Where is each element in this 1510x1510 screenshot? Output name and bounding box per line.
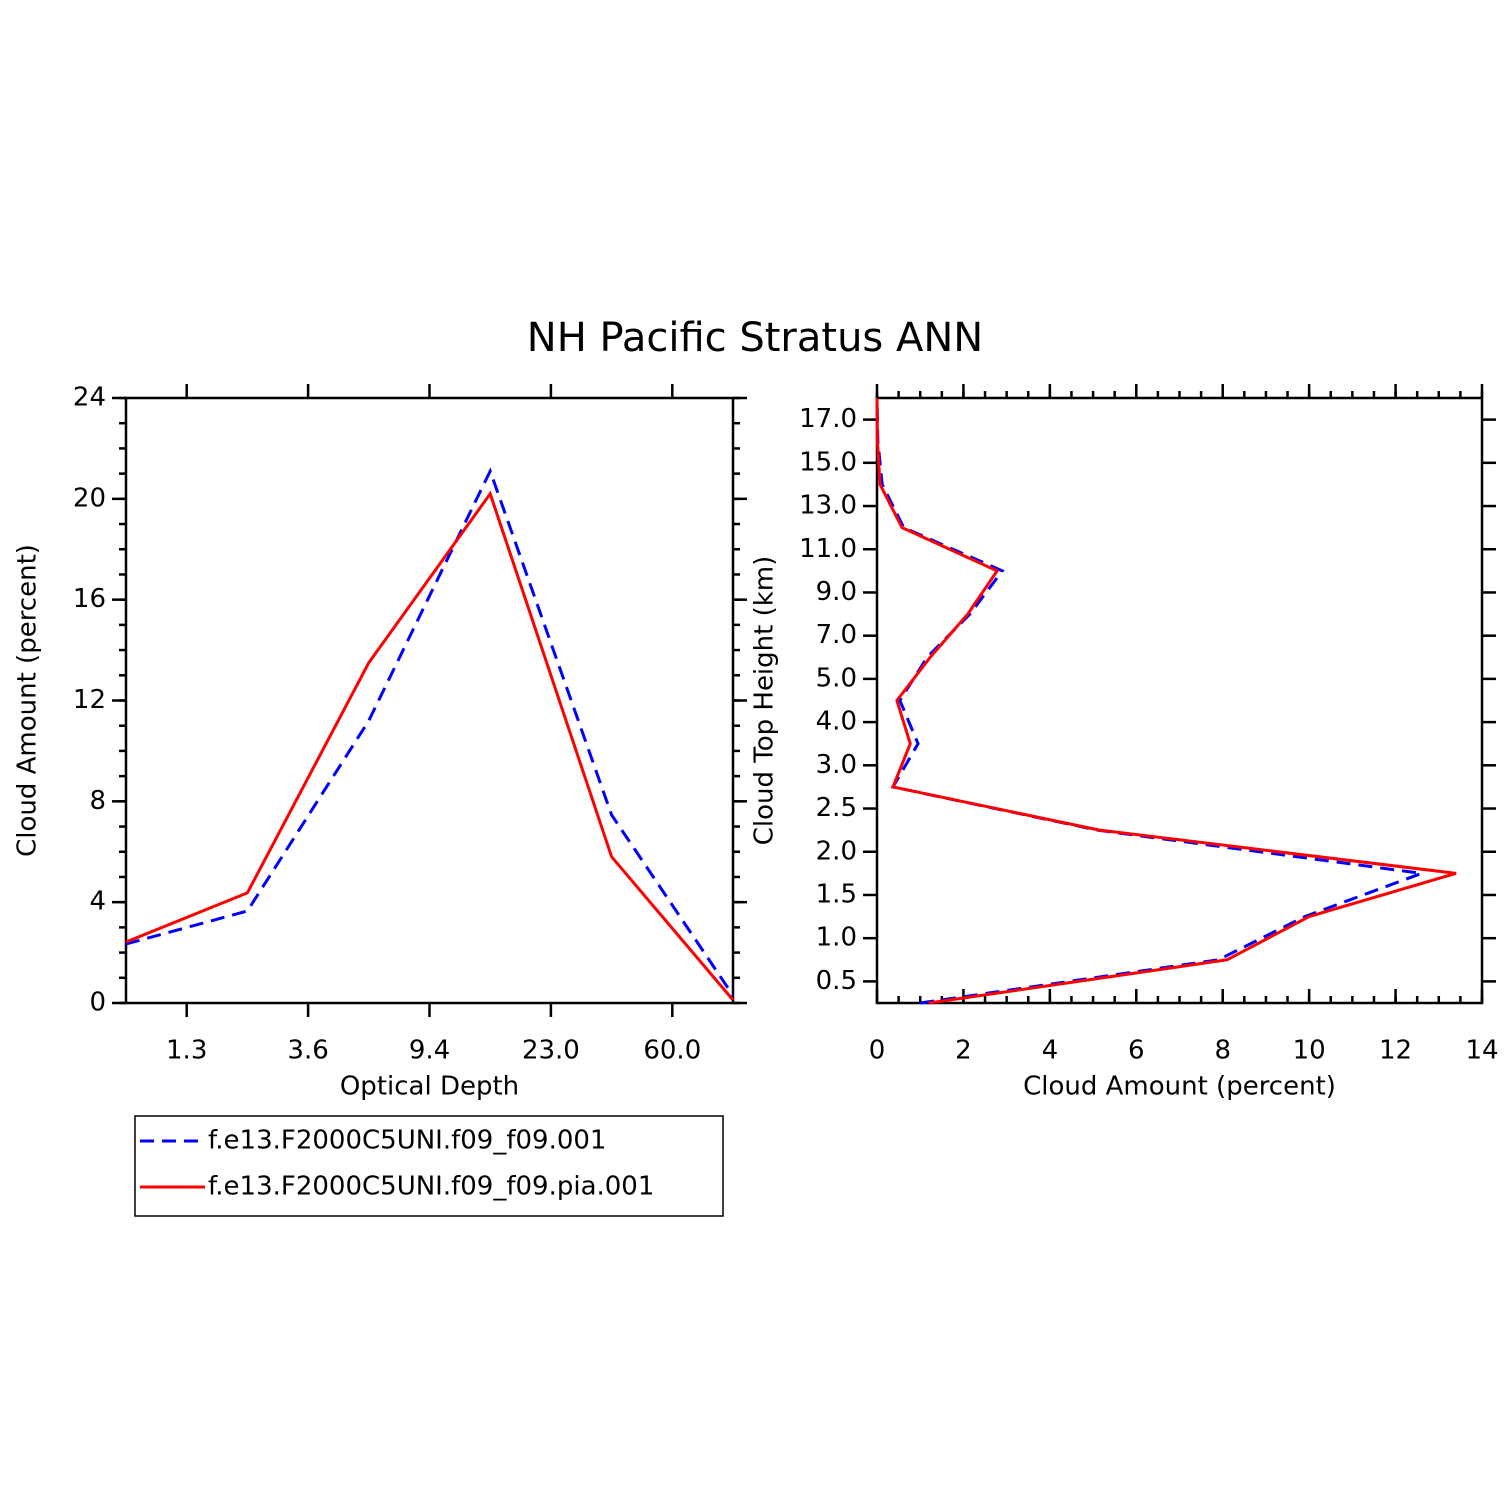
x-tick-label: 10 bbox=[1293, 1036, 1326, 1066]
x-tick-label: 9.4 bbox=[409, 1036, 450, 1066]
y-tick-label: 15.0 bbox=[799, 447, 857, 477]
series-line bbox=[125, 467, 735, 997]
series-line bbox=[875, 397, 1423, 1005]
y-tick-label: 0 bbox=[89, 988, 106, 1018]
y-tick-label: 9.0 bbox=[816, 577, 857, 607]
legend-label: f.e13.F2000C5UNI.f09_f09.001 bbox=[208, 1126, 606, 1156]
legend-box bbox=[134, 1115, 724, 1217]
x-tick-label: 12 bbox=[1379, 1036, 1412, 1066]
legend-label: f.e13.F2000C5UNI.f09_f09.pia.001 bbox=[208, 1172, 654, 1202]
figure-title: NH Pacific Stratus ANN bbox=[527, 315, 983, 361]
x-tick-label: 4 bbox=[1042, 1036, 1059, 1066]
y-tick-label: 3.0 bbox=[816, 750, 857, 780]
y-tick-label: 13.0 bbox=[799, 491, 857, 521]
x-tick-label: 60.0 bbox=[643, 1036, 701, 1066]
y-tick-label: 17.0 bbox=[799, 404, 857, 434]
x-tick-label: 3.6 bbox=[287, 1036, 328, 1066]
y-axis-title: Cloud Amount (percent) bbox=[13, 544, 43, 857]
y-tick-label: 5.0 bbox=[816, 663, 857, 693]
x-axis-title: Optical Depth bbox=[340, 1072, 519, 1102]
y-tick-label: 4.0 bbox=[816, 707, 857, 737]
y-tick-label: 12 bbox=[73, 685, 106, 715]
x-tick-label: 1.3 bbox=[166, 1036, 207, 1066]
x-tick-label: 23.0 bbox=[522, 1036, 580, 1066]
y-tick-label: 2.5 bbox=[816, 793, 857, 823]
y-tick-label: 8 bbox=[89, 786, 106, 816]
x-tick-label: 2 bbox=[955, 1036, 972, 1066]
y-tick-label: 4 bbox=[89, 887, 106, 917]
y-tick-label: 0.5 bbox=[816, 966, 857, 996]
series-line bbox=[125, 490, 735, 1001]
y-tick-label: 16 bbox=[73, 584, 106, 614]
x-tick-label: 6 bbox=[1128, 1036, 1145, 1066]
series-line bbox=[875, 397, 1457, 1005]
y-axis-title: Cloud Top Height (km) bbox=[750, 556, 780, 846]
x-tick-label: 0 bbox=[869, 1036, 886, 1066]
plot-frame bbox=[124, 396, 735, 1005]
y-tick-label: 7.0 bbox=[816, 620, 857, 650]
y-tick-label: 24 bbox=[73, 383, 106, 413]
y-tick-label: 2.0 bbox=[816, 836, 857, 866]
y-tick-label: 11.0 bbox=[799, 534, 857, 564]
y-tick-label: 20 bbox=[73, 483, 106, 513]
y-tick-label: 1.5 bbox=[816, 879, 857, 909]
y-tick-label: 1.0 bbox=[816, 923, 857, 953]
x-axis-title: Cloud Amount (percent) bbox=[1023, 1072, 1336, 1102]
plot-frame bbox=[875, 396, 1484, 1005]
x-tick-label: 8 bbox=[1214, 1036, 1231, 1066]
x-tick-label: 14 bbox=[1465, 1036, 1498, 1066]
